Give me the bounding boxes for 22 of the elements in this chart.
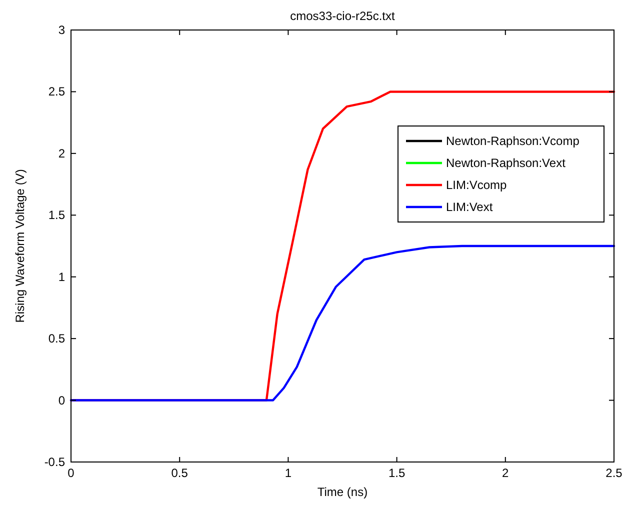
y-tick-label: -0.5 — [44, 455, 66, 469]
legend-label: Newton-Raphson:Vext — [446, 156, 566, 170]
x-tick-label: 1.5 — [388, 466, 406, 480]
chart-title: cmos33-cio-r25c.txt — [290, 9, 396, 23]
x-axis-title: Time (ns) — [317, 485, 368, 499]
y-axis-title: Rising Waveform Voltage (V) — [13, 169, 27, 323]
x-tick-label: 1 — [284, 466, 292, 480]
x-tick-label: 2.5 — [606, 466, 623, 480]
x-tick-label: 0.5 — [171, 466, 188, 480]
x-tick-label: 2 — [502, 466, 510, 480]
legend-label: Newton-Raphson:Vcomp — [446, 134, 580, 148]
line-series — [70, 244, 616, 402]
y-tick-label: 2.5 — [48, 84, 66, 99]
y-tick-label: 1 — [58, 270, 66, 284]
y-tick-label: 0.5 — [48, 332, 66, 346]
legend-label: LIM:Vcomp — [446, 178, 508, 192]
x-tick-label: 0 — [68, 466, 75, 480]
y-tick-label: 1.5 — [48, 208, 66, 222]
y-tick-label: 2 — [58, 146, 66, 160]
legend-label: LIM:Vext — [446, 200, 494, 214]
y-tick-label: 0 — [58, 393, 66, 408]
y-tick-label: 3 — [58, 23, 66, 37]
